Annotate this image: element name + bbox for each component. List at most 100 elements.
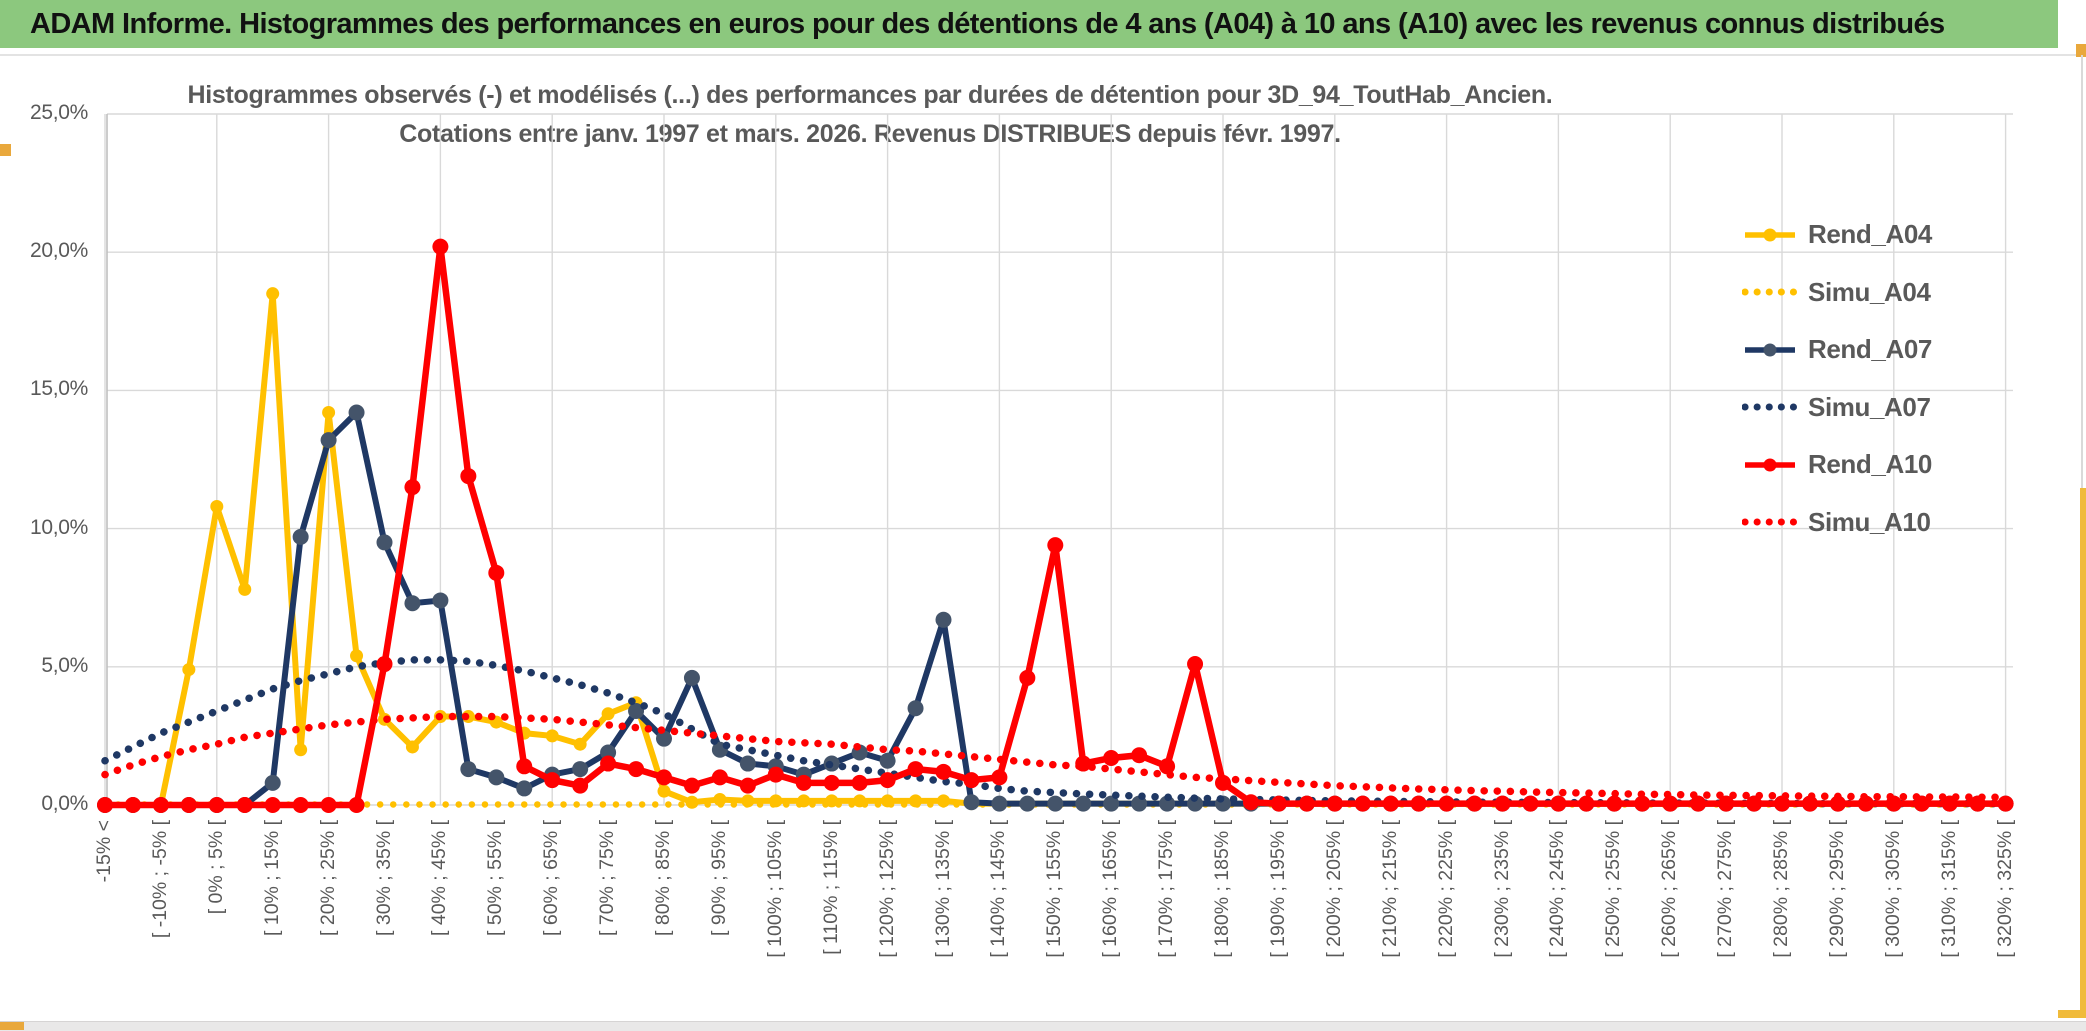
- series-rend_a10-marker[interactable]: [1997, 795, 2014, 812]
- series-rend_a10-marker[interactable]: [1494, 795, 1511, 812]
- series-rend_a10-marker[interactable]: [1466, 795, 1483, 812]
- series-rend_a10-marker[interactable]: [1354, 795, 1371, 812]
- series-rend_a07-marker[interactable]: [1019, 795, 1036, 812]
- series-rend_a04-marker[interactable]: [266, 287, 280, 301]
- series-rend_a04-marker[interactable]: [350, 649, 364, 663]
- series-rend_a04-marker[interactable]: [657, 784, 671, 798]
- series-rend_a10-marker[interactable]: [488, 564, 505, 581]
- series-rend_a10-marker[interactable]: [1103, 750, 1120, 767]
- series-rend_a10-marker[interactable]: [991, 769, 1008, 786]
- series-rend_a07-marker[interactable]: [879, 752, 896, 769]
- series-rend_a10-marker[interactable]: [348, 797, 365, 813]
- series-rend_a10-marker[interactable]: [572, 777, 589, 794]
- series-rend_a10-marker[interactable]: [767, 766, 784, 783]
- series-rend_a07-marker[interactable]: [1047, 795, 1064, 812]
- series-rend_a10-marker[interactable]: [879, 772, 896, 789]
- series-rend_a10-marker[interactable]: [1578, 795, 1595, 812]
- series-rend_a10-marker[interactable]: [1187, 656, 1204, 673]
- series-rend_a10-marker[interactable]: [907, 761, 924, 778]
- series-rend_a10-marker[interactable]: [1298, 795, 1315, 812]
- series-simu_a10-line[interactable]: [101, 712, 2010, 802]
- series-rend_a07-marker[interactable]: [516, 780, 533, 797]
- series-rend_a04-marker[interactable]: [545, 729, 559, 743]
- series-rend_a10-marker[interactable]: [1047, 537, 1064, 554]
- series-rend_a10-marker[interactable]: [1438, 795, 1455, 812]
- series-rend_a10-marker[interactable]: [1606, 795, 1623, 812]
- series-rend_a07-marker[interactable]: [292, 528, 309, 545]
- series-rend_a07-marker[interactable]: [683, 669, 700, 686]
- series-rend_a07-marker[interactable]: [1103, 795, 1120, 812]
- series-rend_a07-marker[interactable]: [656, 730, 672, 747]
- series-rend_a10-marker[interactable]: [823, 774, 840, 791]
- series-rend_a10-marker[interactable]: [935, 763, 952, 780]
- series-rend_a07-marker[interactable]: [264, 774, 281, 791]
- series-rend_a10-marker[interactable]: [516, 758, 533, 775]
- series-rend_a04-marker[interactable]: [573, 737, 587, 751]
- series-rend_a10-marker[interactable]: [1829, 795, 1846, 812]
- series-rend_a10-marker[interactable]: [180, 797, 197, 813]
- series-rend_a10-marker[interactable]: [1801, 795, 1818, 812]
- series-rend_a07-marker[interactable]: [348, 404, 365, 421]
- series-rend_a07-marker[interactable]: [320, 432, 337, 449]
- series-rend_a10-marker[interactable]: [236, 797, 253, 813]
- series-rend_a10-marker[interactable]: [1634, 795, 1651, 812]
- series-rend_a10-marker[interactable]: [1550, 795, 1567, 812]
- series-rend_a10-marker[interactable]: [1690, 795, 1707, 812]
- series-rend_a07-marker[interactable]: [1075, 795, 1092, 812]
- series-rend_a07-marker[interactable]: [488, 769, 505, 786]
- series-rend_a10-marker[interactable]: [152, 797, 169, 813]
- series-rend_a04-marker[interactable]: [182, 663, 196, 677]
- series-rend_a10-marker[interactable]: [1242, 794, 1259, 811]
- series-rend_a10-marker[interactable]: [1159, 758, 1176, 775]
- series-rend_a04-marker[interactable]: [210, 499, 224, 513]
- series-rend_a07-marker[interactable]: [404, 595, 421, 612]
- series-rend_a10-marker[interactable]: [208, 797, 225, 813]
- series-rend_a10-marker[interactable]: [432, 238, 449, 255]
- series-rend_a04-marker[interactable]: [322, 406, 336, 420]
- series-rend_a10-marker[interactable]: [683, 777, 700, 794]
- series-rend_a07-marker[interactable]: [628, 703, 645, 720]
- series-rend_a10-marker[interactable]: [376, 656, 393, 673]
- legend-item-simu-a10[interactable]: Simu_A10: [1741, 494, 1992, 552]
- legend-item-simu-a07[interactable]: Simu_A07: [1741, 379, 1992, 437]
- series-rend_a10-marker[interactable]: [739, 777, 756, 794]
- series-rend_a10-marker[interactable]: [1270, 795, 1287, 812]
- series-rend_a04-marker[interactable]: [238, 582, 252, 596]
- series-rend_a07-marker[interactable]: [600, 744, 617, 761]
- series-rend_a10-marker[interactable]: [1326, 795, 1343, 812]
- series-rend_a10-marker[interactable]: [460, 468, 477, 485]
- series-rend_a04-marker[interactable]: [601, 707, 615, 721]
- series-rend_a07-marker[interactable]: [572, 761, 589, 778]
- series-rend_a07-marker[interactable]: [935, 611, 952, 628]
- series-rend_a10-marker[interactable]: [1718, 795, 1735, 812]
- legend-item-rend-a07[interactable]: Rend_A07: [1742, 321, 1992, 379]
- series-rend_a10-marker[interactable]: [264, 797, 281, 813]
- series-rend_a10-marker[interactable]: [1410, 795, 1427, 812]
- series-rend_a10-marker[interactable]: [320, 797, 337, 813]
- series-rend_a07-marker[interactable]: [907, 700, 924, 717]
- series-rend_a10-marker[interactable]: [97, 797, 113, 813]
- series-rend_a10-marker[interactable]: [1522, 795, 1539, 812]
- series-rend_a07-marker[interactable]: [376, 534, 393, 551]
- series-rend_a07-marker[interactable]: [991, 795, 1008, 812]
- series-rend_a04-marker[interactable]: [294, 743, 308, 757]
- series-rend_a10-marker[interactable]: [1131, 747, 1148, 764]
- series-rend_a07-marker[interactable]: [460, 761, 477, 778]
- series-rend_a10-marker[interactable]: [851, 774, 868, 791]
- series-rend_a10-marker[interactable]: [404, 479, 421, 496]
- series-rend_a10-marker[interactable]: [1746, 795, 1763, 812]
- series-rend_a10-marker[interactable]: [1662, 795, 1679, 812]
- series-rend_a10-marker[interactable]: [963, 772, 980, 789]
- series-rend_a07-marker[interactable]: [739, 755, 756, 772]
- series-rend_a04-marker[interactable]: [405, 740, 419, 754]
- legend-item-simu-a04[interactable]: Simu_A04: [1741, 264, 1992, 322]
- series-rend_a07-marker[interactable]: [432, 592, 449, 609]
- series-rend_a10-marker[interactable]: [600, 755, 617, 772]
- series-rend_a10-marker[interactable]: [124, 797, 141, 813]
- series-rend_a10-marker[interactable]: [711, 769, 728, 786]
- legend-item-rend-a10[interactable]: Rend_A10: [1742, 436, 1992, 494]
- series-rend_a10-marker[interactable]: [292, 797, 309, 813]
- series-rend_a07-marker[interactable]: [963, 794, 980, 811]
- series-rend_a10-marker[interactable]: [544, 772, 561, 789]
- series-simu_a07-line[interactable]: [101, 656, 2010, 808]
